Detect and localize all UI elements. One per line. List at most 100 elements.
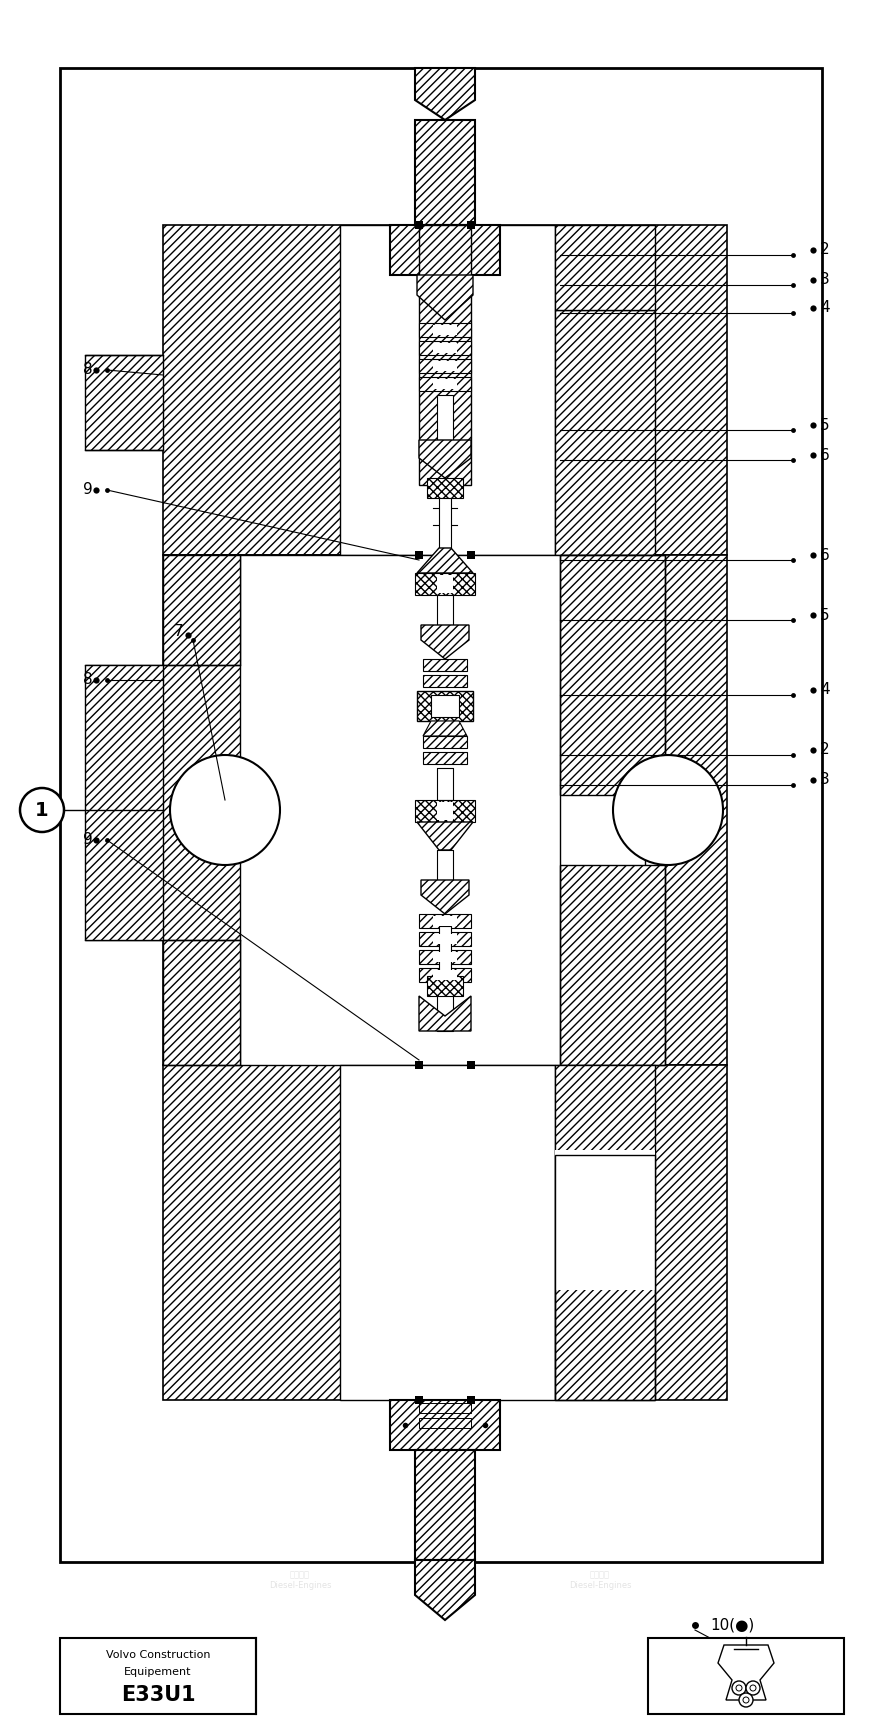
Bar [555, 1065, 655, 1399]
Text: 柴发动力
Diesel-Engines: 柴发动力 Diesel-Engines [118, 191, 182, 210]
Bar [433, 379, 457, 389]
Bar [340, 1065, 555, 1399]
Bar [560, 554, 665, 795]
Text: 柴发动力
Diesel-Engines: 柴发动力 Diesel-Engines [649, 790, 711, 809]
Text: Equipement: Equipement [125, 1668, 191, 1676]
Polygon shape [417, 275, 473, 320]
Bar [163, 940, 240, 1065]
Bar [415, 1451, 475, 1559]
Text: 4: 4 [820, 683, 829, 697]
Text: 柴发动力
Diesel-Engines: 柴发动力 Diesel-Engines [389, 110, 451, 129]
Bar [433, 325, 457, 336]
Polygon shape [718, 1645, 774, 1700]
Text: 4: 4 [820, 301, 829, 315]
Bar [60, 69, 822, 1563]
Text: 9: 9 [84, 482, 93, 497]
Bar [423, 737, 467, 749]
Text: 6: 6 [820, 447, 829, 463]
Bar [419, 1403, 471, 1413]
Bar [467, 1062, 475, 1069]
Bar [419, 1418, 471, 1428]
Bar [431, 695, 459, 718]
Bar [555, 1150, 655, 1291]
Bar [439, 497, 451, 547]
Text: 柴发动力
Diesel-Engines: 柴发动力 Diesel-Engines [389, 410, 451, 430]
Bar [433, 971, 457, 979]
Bar [423, 752, 467, 764]
Bar [467, 220, 475, 229]
Text: 7: 7 [174, 625, 183, 640]
Circle shape [20, 788, 64, 831]
Text: 9: 9 [84, 833, 93, 847]
Bar [437, 396, 453, 441]
Bar [437, 768, 453, 800]
Bar [427, 478, 463, 497]
Text: 柴发动力
Diesel-Engines: 柴发动力 Diesel-Engines [269, 1570, 331, 1590]
Bar [417, 692, 473, 721]
Text: 柴发动力
Diesel-Engines: 柴发动力 Diesel-Engines [118, 1391, 182, 1409]
Text: 柴发动力
Diesel-Engines: 柴发动力 Diesel-Engines [649, 191, 711, 210]
Text: 柴发动力
Diesel-Engines: 柴发动力 Diesel-Engines [649, 1091, 711, 1110]
Polygon shape [423, 721, 467, 737]
Bar [85, 664, 163, 940]
Text: 柴发动力
Diesel-Engines: 柴发动力 Diesel-Engines [389, 711, 451, 730]
Text: 2: 2 [820, 742, 829, 757]
Bar [419, 967, 471, 983]
Text: 8: 8 [84, 363, 93, 377]
Bar [415, 800, 475, 823]
Bar [437, 575, 453, 594]
Bar [419, 341, 471, 355]
Bar [437, 802, 453, 819]
Bar [340, 225, 555, 554]
Polygon shape [415, 69, 475, 120]
Text: Volvo Construction: Volvo Construction [106, 1650, 210, 1661]
Text: 柴发动力
Diesel-Engines: 柴发动力 Diesel-Engines [118, 490, 182, 509]
Bar [415, 551, 423, 559]
Bar [163, 554, 727, 1065]
Circle shape [746, 1681, 760, 1695]
Circle shape [732, 1681, 746, 1695]
Circle shape [743, 1697, 749, 1704]
Text: 5: 5 [820, 418, 829, 432]
Bar [163, 225, 727, 554]
Bar [560, 554, 665, 1065]
Bar [437, 986, 453, 1031]
Circle shape [613, 756, 723, 866]
Circle shape [736, 1685, 742, 1692]
Bar [427, 976, 463, 996]
Bar [415, 573, 475, 595]
Text: 柴发动力
Diesel-Engines: 柴发动力 Diesel-Engines [649, 1391, 711, 1409]
Text: 柴发动力
Diesel-Engines: 柴发动力 Diesel-Engines [389, 1310, 451, 1330]
Bar [555, 225, 655, 310]
Polygon shape [415, 1559, 475, 1619]
Bar [419, 360, 471, 373]
Bar [419, 950, 471, 964]
Polygon shape [419, 996, 471, 1031]
Bar [415, 220, 423, 229]
Text: 8: 8 [84, 673, 93, 687]
Bar [433, 342, 457, 353]
Polygon shape [419, 441, 471, 478]
Circle shape [170, 756, 280, 866]
Bar [437, 595, 453, 625]
Bar [560, 866, 665, 1065]
Text: 2: 2 [820, 243, 829, 258]
Bar [419, 933, 471, 947]
Text: 5: 5 [820, 608, 829, 623]
Bar [560, 554, 665, 1065]
Bar [415, 1062, 423, 1069]
Polygon shape [421, 879, 469, 914]
Text: 柴发动力
Diesel-Engines: 柴发动力 Diesel-Engines [569, 1570, 631, 1590]
Text: E33U1: E33U1 [121, 1685, 195, 1706]
Bar [423, 675, 467, 687]
Bar [60, 1638, 256, 1714]
Bar [85, 355, 163, 449]
Polygon shape [421, 625, 469, 659]
Bar [240, 554, 645, 1065]
Bar [437, 850, 453, 879]
Text: 3: 3 [820, 272, 829, 287]
Circle shape [739, 1693, 753, 1707]
Bar [390, 225, 500, 275]
Bar [423, 659, 467, 671]
Bar [439, 926, 451, 976]
